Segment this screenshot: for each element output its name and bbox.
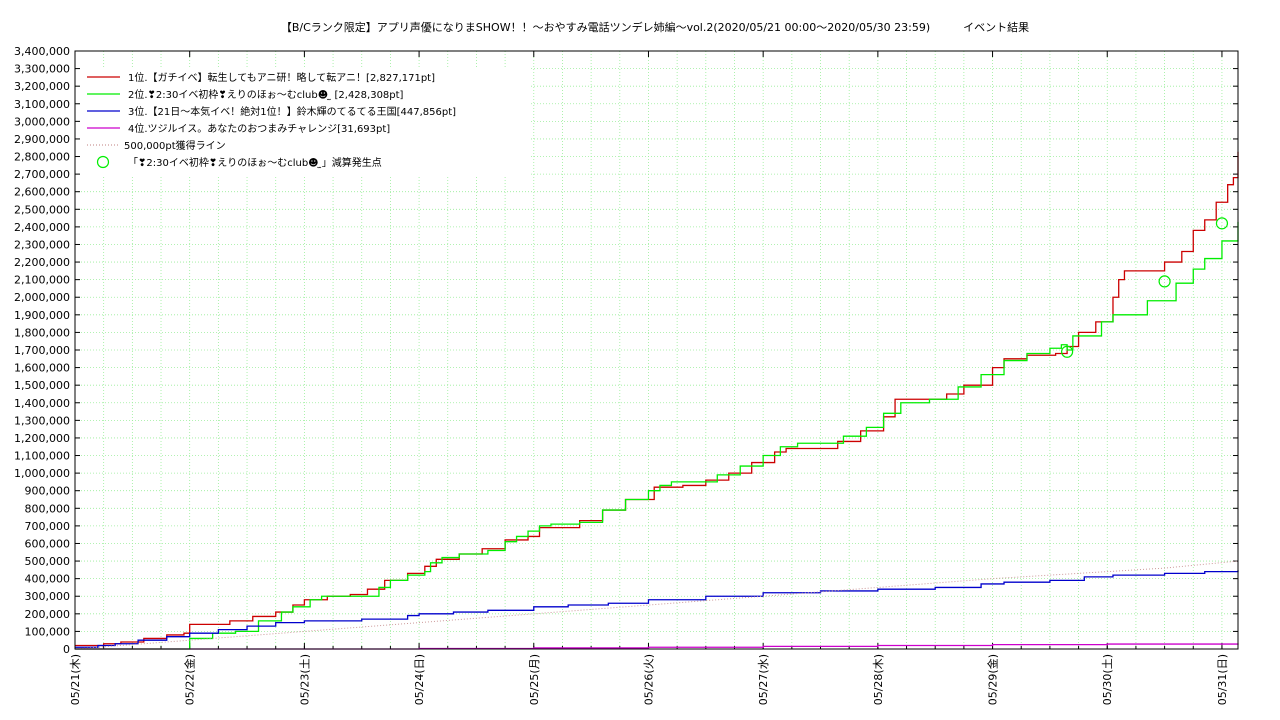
y-tick-label: 500,000 (25, 555, 71, 568)
legend-label-rank2: 2位.❣2:30イベ初枠❣えりのほぉ～むclub☻ ̫ [2,428,308pt… (128, 88, 404, 101)
plot-frame (74, 50, 1239, 650)
legend-label-line500k: 500,000pt獲得ライン (124, 139, 226, 152)
series-line-rank3 (75, 570, 1239, 648)
x-tick-label: 05/21(木) (69, 654, 82, 705)
x-tick-label: 05/25(月) (528, 654, 541, 705)
y-tick-label: 1,300,000 (14, 414, 70, 427)
x-tick-label: 05/24(日) (413, 654, 426, 705)
y-tick-label: 1,600,000 (14, 362, 70, 375)
y-tick-label: 1,200,000 (14, 432, 70, 445)
y-tick-label: 3,400,000 (14, 45, 70, 58)
y-tick-label: 200,000 (25, 608, 71, 621)
decrease-marker (1158, 275, 1171, 288)
decrease-marker (1061, 345, 1074, 358)
y-tick-label: 1,400,000 (14, 397, 70, 410)
y-tick-label: 1,500,000 (14, 379, 70, 392)
legend-label-rank4: 4位.ツジルイス。あなたのおつまみチャレンジ[31,693pt] (128, 122, 390, 135)
y-tick-label: 700,000 (25, 520, 71, 533)
series-line-line500k (74, 560, 1239, 650)
x-tick-label: 05/27(水) (757, 654, 770, 705)
series-line-rank1 (75, 151, 1239, 647)
y-tick-label: 1,700,000 (14, 344, 70, 357)
y-tick-label: 2,800,000 (14, 151, 70, 164)
y-tick-label: 3,200,000 (14, 80, 70, 93)
y-tick-label: 2,900,000 (14, 133, 70, 146)
x-tick-label: 05/28(木) (872, 654, 885, 705)
y-tick-label: 2,700,000 (14, 168, 70, 181)
y-tick-label: 800,000 (25, 502, 71, 515)
y-tick-label: 0 (63, 643, 70, 656)
x-tick-label: 05/22(金) (183, 654, 197, 705)
y-tick-label: 300,000 (25, 590, 71, 603)
decrease-marker (1215, 217, 1229, 230)
y-tick-label: 2,100,000 (14, 274, 70, 287)
legend-box (80, 68, 530, 176)
y-tick-label: 2,000,000 (14, 291, 70, 304)
y-tick-label: 600,000 (25, 537, 71, 550)
x-tick-label: 05/29(金) (986, 654, 1000, 705)
series-line-rank4 (75, 643, 1239, 650)
y-tick-label: 2,200,000 (14, 256, 70, 269)
y-tick-label: 1,900,000 (14, 309, 70, 322)
legend-label-rank3: 3位.【21日～本気イベ！絶対1位！】鈴木輝のてるてる王国[447,856pt] (128, 105, 456, 118)
y-tick-label: 100,000 (25, 625, 71, 638)
chart-title: 【B/Cランク限定】アプリ声優になりまSHOW！！～おやすみ電話ツンデレ姉編～v… (280, 21, 1030, 34)
x-tick-label: 05/26(火) (642, 654, 655, 705)
legend-label-rank2: 「❣2:30イベ初枠❣えりのほぉ～むclub☻ ̫」減算発生点 (128, 156, 382, 169)
x-tick-label: 05/23(土) (298, 654, 311, 705)
x-tick-label: 05/31(日) (1216, 654, 1229, 705)
y-tick-label: 3,100,000 (14, 98, 70, 111)
x-tick-label: 05/30(土) (1101, 654, 1114, 705)
y-tick-label: 2,500,000 (14, 203, 70, 216)
y-tick-label: 1,100,000 (14, 450, 70, 463)
y-tick-label: 2,400,000 (14, 221, 70, 234)
y-tick-label: 3,000,000 (14, 115, 70, 128)
y-tick-label: 3,300,000 (14, 63, 70, 76)
y-tick-label: 900,000 (25, 485, 71, 498)
y-tick-label: 1,800,000 (14, 326, 70, 339)
legend-marker-symbol (96, 155, 110, 169)
series-line-rank2 (75, 221, 1239, 650)
y-tick-label: 400,000 (25, 573, 71, 586)
legend-label-rank1: 1位.【ガチイベ】転生してもアニ研！略して転アニ！[2,827,171pt] (128, 71, 435, 84)
y-tick-label: 1,000,000 (14, 467, 70, 480)
y-tick-label: 2,300,000 (14, 238, 70, 251)
y-tick-label: 2,600,000 (14, 186, 70, 199)
